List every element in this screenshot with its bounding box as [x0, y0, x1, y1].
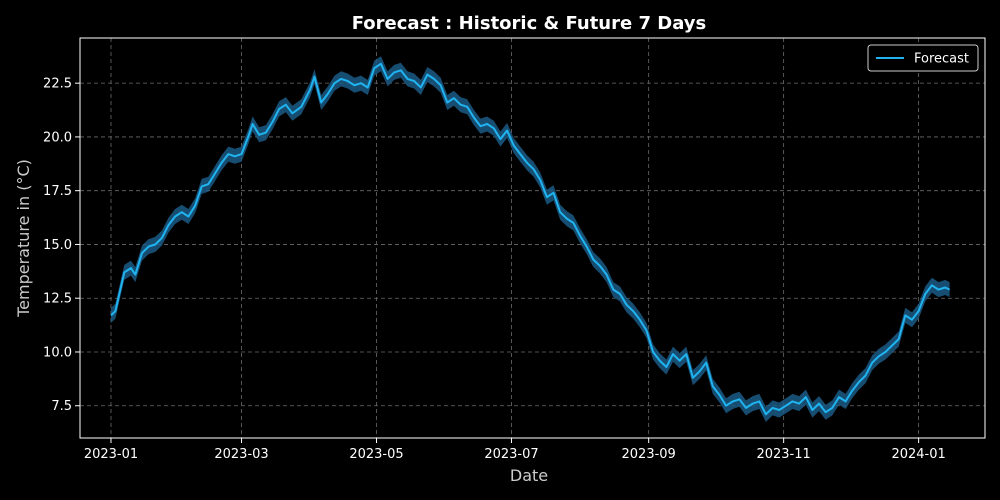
y-tick-label: 10.0	[43, 345, 72, 360]
x-axis-label: Date	[510, 466, 548, 485]
y-tick-label: 22.5	[43, 77, 72, 92]
y-tick-label: 20.0	[43, 130, 72, 145]
chart-title: Forecast : Historic & Future 7 Days	[352, 13, 707, 34]
x-tick-label: 2023-03	[214, 447, 268, 462]
x-tick-label: 2023-01	[84, 447, 138, 462]
forecast-line	[110, 62, 951, 416]
x-tick-label: 2023-07	[484, 447, 538, 462]
y-axis-ticks: 7.5 10.0 12.5 15.0 17.5 20.0 22.5	[43, 77, 80, 414]
x-tick-label: 2023-05	[349, 447, 403, 462]
y-axis-label: Temperature in (°C)	[14, 159, 33, 318]
y-tick-label: 15.0	[43, 238, 72, 253]
x-tick-label: 2023-11	[756, 447, 810, 462]
x-axis-ticks: 2023-01 2023-03 2023-05 2023-07 2023-09 2023-…	[84, 438, 946, 462]
plot-frame	[79, 37, 986, 439]
legend: Forecast	[867, 44, 979, 72]
series-lines	[110, 62, 951, 416]
y-tick-label: 7.5	[51, 399, 72, 414]
legend-label-forecast: Forecast	[914, 52, 969, 67]
y-tick-label: 12.5	[43, 292, 72, 307]
grid-lines	[80, 38, 985, 438]
y-tick-label: 17.5	[43, 184, 72, 199]
legend-box	[867, 44, 979, 72]
x-tick-label: 2024-01	[891, 447, 945, 462]
x-tick-label: 2023-09	[622, 447, 676, 462]
